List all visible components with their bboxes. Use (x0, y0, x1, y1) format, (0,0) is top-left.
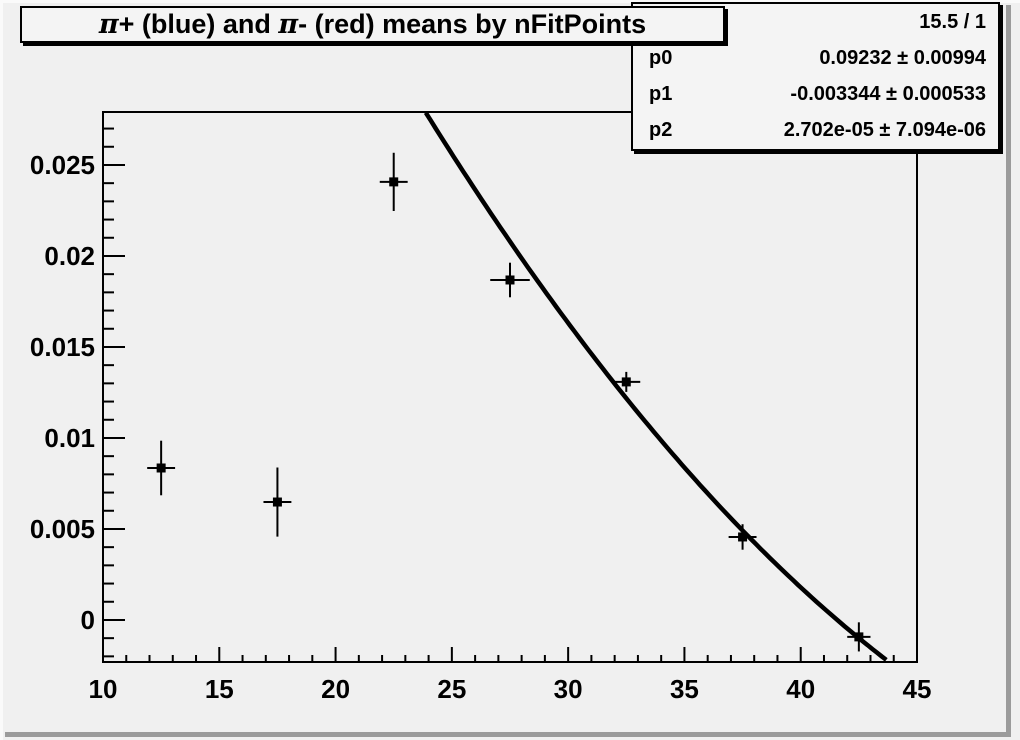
data-point-marker (738, 532, 748, 542)
y-tick-label: 0.025 (30, 150, 95, 180)
fit-curve (423, 111, 888, 662)
stats-param-row: p1 -0.003344 ± 0.000533 (633, 77, 998, 113)
stats-param-label: p1 (649, 83, 673, 106)
canvas-bevel-top (0, 0, 1020, 3)
x-tick-label: 25 (437, 674, 466, 704)
canvas-bevel-right (1006, 5, 1011, 737)
stats-chi2-row: 15.5 / 1 (633, 4, 998, 40)
x-tick-label: 30 (554, 674, 583, 704)
data-point-marker (854, 632, 864, 642)
y-tick-label: 0 (81, 605, 95, 635)
canvas-bevel-bottom (5, 732, 1011, 737)
x-tick-label: 20 (321, 674, 350, 704)
plot-frame (102, 111, 918, 663)
stats-param-row: p0 0.09232 ± 0.00994 (633, 40, 998, 76)
stats-param-value: 2.702e-05 ± 7.094e-06 (783, 119, 986, 142)
stats-param-label: p0 (649, 46, 673, 69)
y-tick-label: 0.01 (44, 423, 95, 453)
stats-param-value: -0.003344 ± 0.000533 (790, 83, 986, 106)
plot-title: π+ (blue) and π- (red) means by nFitPoin… (98, 9, 647, 40)
y-tick-label: 0.02 (44, 241, 95, 271)
data-point-marker (621, 377, 631, 387)
x-tick-label: 15 (205, 674, 234, 704)
data-point-marker (272, 497, 282, 507)
axis-ticks (102, 127, 918, 661)
x-tick-label: 45 (903, 674, 932, 704)
data-point-marker (389, 177, 399, 187)
stats-chi2-value: 15.5 / 1 (919, 10, 986, 33)
data-markers (156, 177, 864, 642)
data-point-marker (156, 463, 166, 473)
axis-labels: 10 15 20 25 30 35 40 45 0 0.005 0.01 0.015 0.02 0.025 (30, 150, 932, 704)
x-tick-label: 40 (786, 674, 815, 704)
title-box[interactable]: π+ (blue) and π- (red) means by nFitPoin… (20, 6, 725, 43)
data-point-marker (505, 275, 515, 285)
stats-param-label: p2 (649, 119, 673, 142)
canvas-bevel-left (0, 0, 3, 740)
y-tick-label: 0.005 (30, 514, 95, 544)
x-tick-label: 10 (89, 674, 118, 704)
x-tick-label: 35 (670, 674, 699, 704)
stats-param-value: 0.09232 ± 0.00994 (819, 46, 986, 69)
stats-param-row: p2 2.702e-05 ± 7.094e-06 (633, 113, 998, 149)
y-tick-label: 0.015 (30, 332, 95, 362)
